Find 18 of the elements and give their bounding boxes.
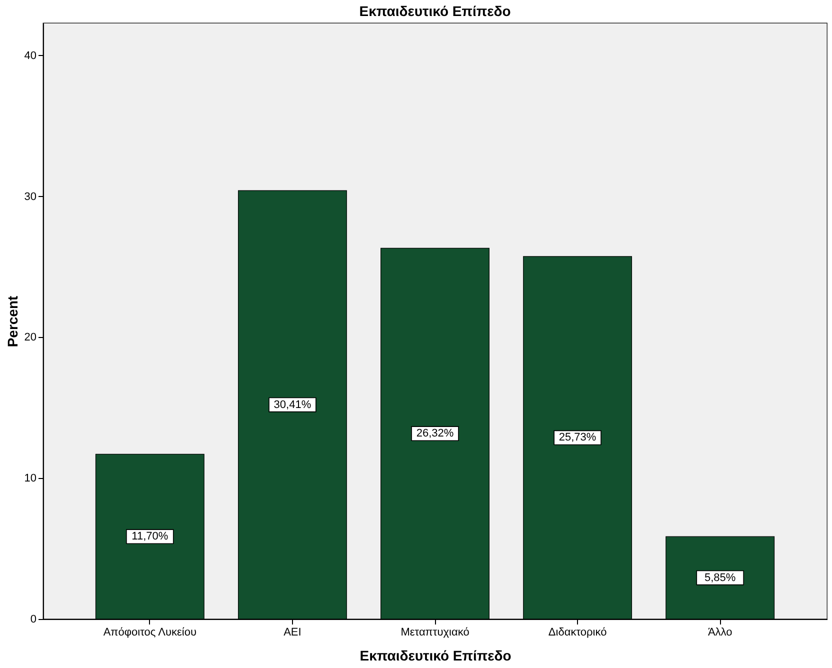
- y-tick-label: 30: [24, 190, 36, 203]
- data-label: 25,73%: [558, 432, 596, 444]
- y-axis-title: Percent: [4, 295, 20, 348]
- y-tick-label: 10: [24, 472, 36, 485]
- y-tick-label: 40: [24, 50, 36, 62]
- x-axis-title: Εκπαιδευτικό Επίπεδο: [360, 648, 512, 664]
- x-tick-label: Διδακτορικό: [548, 626, 607, 638]
- data-label: 26,32%: [416, 428, 454, 440]
- x-tick-label: Απόφοιτος Λυκείου: [103, 626, 196, 638]
- chart-title: Εκπαιδευτικό Επίπεδο: [359, 3, 511, 19]
- data-label: 11,70%: [132, 530, 168, 543]
- x-tick-label: Άλλο: [708, 626, 732, 638]
- x-tick-label: ΑΕΙ: [284, 626, 302, 638]
- data-label: 30,41%: [274, 398, 312, 411]
- y-tick-label: 0: [30, 614, 36, 626]
- x-tick-label: Μεταπτυχιακό: [400, 626, 470, 638]
- y-tick-label: 20: [24, 332, 36, 344]
- data-label: 5,85%: [704, 572, 736, 584]
